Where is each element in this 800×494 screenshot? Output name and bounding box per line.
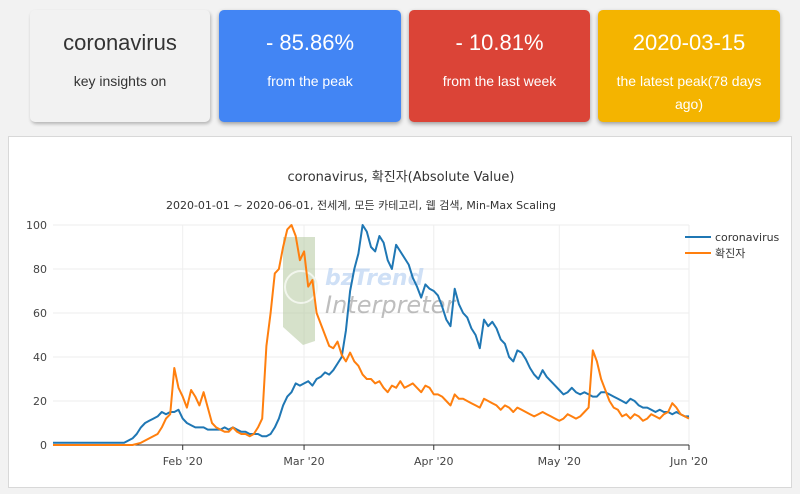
y-tick-label: 20: [33, 395, 47, 408]
legend-label-1[interactable]: 확진자: [715, 247, 745, 260]
chart-title: coronavirus, 확진자(Absolute Value): [288, 170, 515, 185]
x-tick-label: Feb '20: [163, 455, 203, 468]
y-tick-label: 0: [40, 439, 47, 452]
x-tick-label: Jun '20: [669, 455, 708, 468]
keyword-card: coronavirus key insights on: [30, 10, 210, 122]
from-last-week-value: - 10.81%: [455, 30, 544, 55]
y-tick-label: 80: [33, 263, 47, 276]
from-peak-card: - 85.86% from the peak: [219, 10, 401, 122]
legend-label-0[interactable]: coronavirus: [715, 231, 780, 244]
trend-line-chart: coronavirus, 확진자(Absolute Value) 2020-01…: [26, 170, 780, 468]
series-line-1: [53, 224, 690, 446]
chart-gridlines: [53, 224, 690, 445]
y-tick-label: 40: [33, 351, 47, 364]
x-axis: Feb '20 Mar '20 Apr '20 May '20 Jun '20: [53, 444, 708, 468]
watermark: bzTrend Interpreter: [283, 237, 457, 345]
from-last-week-caption: from the last week: [442, 73, 557, 89]
from-last-week-card: - 10.81% from the last week: [409, 10, 590, 122]
y-axis: 0 20 40 60 80 100: [26, 219, 47, 452]
chart-subtitle: 2020-01-01 ~ 2020-06-01, 전세계, 모든 카테고리, 웹…: [166, 199, 556, 212]
watermark-line1: bzTrend: [325, 266, 424, 291]
chart-series: [53, 224, 690, 446]
watermark-ball-icon: [284, 270, 318, 304]
latest-peak-date: 2020-03-15: [632, 30, 746, 55]
keyword-title: coronavirus: [63, 30, 177, 55]
keyword-subtitle: key insights on: [73, 73, 167, 89]
x-tick-label: Apr '20: [414, 455, 454, 468]
chart-legend: coronavirus 확진자: [685, 231, 780, 260]
y-tick-label: 100: [26, 219, 47, 232]
x-tick-label: Mar '20: [283, 455, 324, 468]
latest-peak-card: 2020-03-15 the latest peak(78 days ago): [598, 10, 780, 122]
from-peak-value: - 85.86%: [265, 30, 355, 55]
series-line-0: [53, 224, 689, 444]
y-tick-label: 60: [33, 307, 47, 320]
watermark-shield-icon: [283, 237, 315, 345]
chart-panel: coronavirus, 확진자(Absolute Value) 2020-01…: [8, 136, 792, 488]
x-tick-label: May '20: [538, 455, 581, 468]
from-peak-caption: from the peak: [267, 73, 353, 89]
latest-peak-caption: the latest peak(78 days ago): [616, 73, 762, 112]
